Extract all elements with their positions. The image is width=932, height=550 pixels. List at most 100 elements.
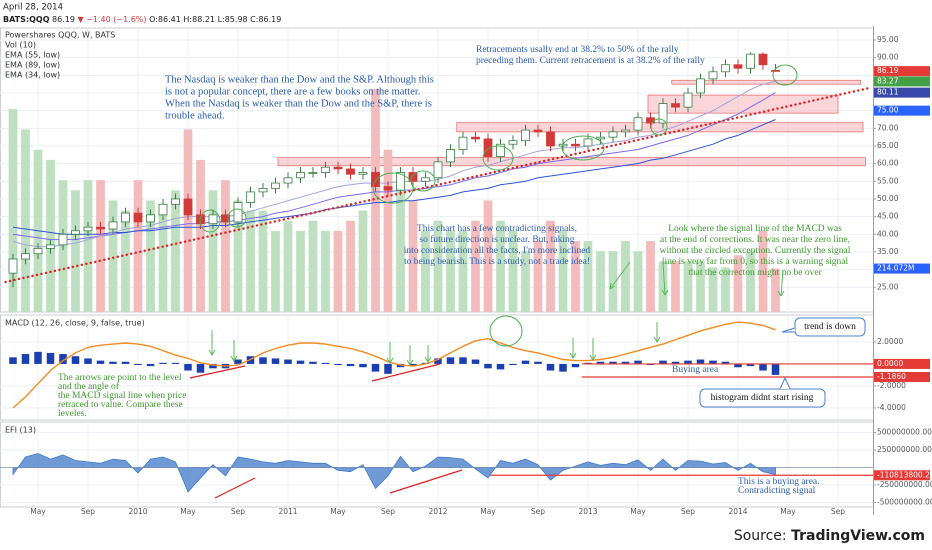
circle xyxy=(410,170,436,192)
y-tick-label: 70.00 xyxy=(877,123,899,132)
histogram-bar xyxy=(596,361,605,364)
arrow xyxy=(569,338,577,359)
legend-entry: EMA (55, low) xyxy=(5,51,60,60)
x-tick-label: May xyxy=(180,507,196,516)
annotation-line: This chart has a few contradicting signa… xyxy=(417,223,577,234)
candle-body xyxy=(183,198,193,216)
annotation-line: line is very far from 0, so this is a wa… xyxy=(662,256,849,267)
callout-text: histogram didnt start rising xyxy=(711,393,814,403)
candle-body xyxy=(746,53,755,69)
volume-bar xyxy=(158,210,168,312)
volume-bar xyxy=(533,241,543,312)
arrow xyxy=(208,330,216,356)
quote: BATS:QQQ 86.19 ▼ −1.40 (−1.6%) O:86.41 H… xyxy=(3,15,281,24)
histogram-bar xyxy=(121,361,130,364)
candle-body xyxy=(633,117,643,131)
volume-bar xyxy=(633,251,643,312)
axis-marker xyxy=(874,76,930,87)
candle-body xyxy=(121,212,130,223)
annotation: Buying area xyxy=(672,365,719,375)
histogram-bar xyxy=(159,362,167,364)
annotation-line: at the end of corrections. It was near t… xyxy=(660,234,850,245)
y-tick-label: -250000000.0000 xyxy=(877,480,932,489)
pane-title: EFI (13) xyxy=(5,426,36,435)
arrow xyxy=(653,322,661,343)
candle-body xyxy=(233,202,243,223)
candle-body xyxy=(346,168,355,175)
annotation: The Nasdaq is weaker than the Dow and th… xyxy=(165,74,434,121)
annotation-line: trouble ahead. xyxy=(165,110,224,121)
candle-body xyxy=(146,214,155,223)
y-tick-label: 250000000.0000 xyxy=(877,445,932,454)
ema-line xyxy=(12,80,776,248)
volume-bar xyxy=(433,220,443,312)
histogram-bar xyxy=(346,363,355,367)
candle-body xyxy=(708,71,718,80)
candle-body xyxy=(208,214,218,225)
histogram-bar xyxy=(309,361,317,364)
annotation-line: The arrows are point to the level xyxy=(58,373,182,383)
candle-body xyxy=(471,136,480,140)
y-tick-label: 25.00 xyxy=(877,282,899,291)
candle-body xyxy=(658,103,668,124)
candle-body xyxy=(421,177,430,182)
trend-line xyxy=(4,86,872,284)
histogram-bar xyxy=(634,360,642,364)
volume-bar xyxy=(546,220,555,312)
candle-body xyxy=(508,140,518,145)
x-tick-label: Sep xyxy=(381,507,395,516)
trend-drawing xyxy=(189,365,246,379)
x-tick-label: 2014 xyxy=(728,507,747,516)
axis-marker-label: 75.00 xyxy=(877,106,899,115)
candle-body xyxy=(383,186,393,191)
volume-bar xyxy=(133,180,143,312)
histogram-bar xyxy=(746,363,755,367)
axis-marker-label: 214.072M xyxy=(877,264,915,273)
legend-entry: Vol (10) xyxy=(5,41,36,50)
callout-pointer xyxy=(779,376,791,390)
histogram-bar xyxy=(571,363,580,368)
arrow xyxy=(609,261,631,290)
axis-marker xyxy=(874,470,930,481)
volume-bar xyxy=(608,251,618,312)
histogram-bar xyxy=(521,360,530,364)
candle-body xyxy=(46,244,55,249)
legend-entry: EMA (34, low) xyxy=(5,71,60,80)
annotation-line: The Nasdaq is weaker than the Dow and th… xyxy=(165,74,434,85)
volume-bar xyxy=(346,220,355,312)
candle-body xyxy=(758,53,768,66)
candle-body xyxy=(733,64,743,69)
axis-marker-label: 83.27 xyxy=(877,76,899,85)
annotation-line: Retracements usally end at 38.2% to 50% … xyxy=(476,44,679,55)
annotation-line: into consideration all the facts, I'm mo… xyxy=(404,245,591,256)
histogram-bar xyxy=(184,363,192,371)
histogram-bar xyxy=(546,363,555,371)
histogram-bar xyxy=(359,363,367,368)
volume-bar xyxy=(571,241,580,312)
volume-bar xyxy=(758,230,768,312)
volume-bar xyxy=(21,129,30,312)
candle-body xyxy=(108,221,118,230)
volume-bar xyxy=(696,261,705,312)
candle-body xyxy=(158,203,168,216)
y-tick-label: 95.00 xyxy=(877,35,899,44)
candle-body xyxy=(71,230,80,235)
candle-body xyxy=(608,131,618,138)
plot-area: May Sep 2010 May Sep 2011 May Sep 2012 May Sep 2013… xyxy=(0,26,932,516)
x-tick-label: Sep xyxy=(831,507,845,516)
histogram-bar xyxy=(146,363,155,367)
histogram-bar xyxy=(434,358,442,364)
volume-bar xyxy=(296,230,305,312)
candle-body xyxy=(58,233,68,246)
volume-bar xyxy=(208,190,218,312)
histogram-bar xyxy=(59,354,67,364)
candle-body xyxy=(21,253,30,260)
histogram-bar xyxy=(384,363,392,374)
candle-body xyxy=(546,131,555,147)
histogram-bar xyxy=(484,363,492,369)
candle-body xyxy=(171,198,180,205)
trend-drawing xyxy=(214,477,256,499)
histogram-bar xyxy=(459,357,467,364)
volume-bar xyxy=(708,267,718,312)
candle-body xyxy=(296,172,305,179)
